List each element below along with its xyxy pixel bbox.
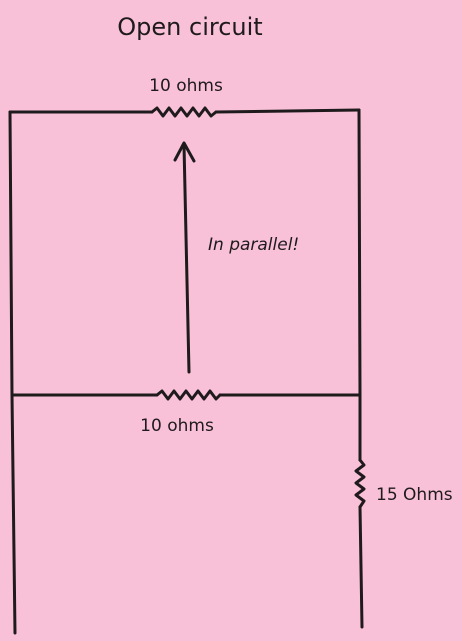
resistor-middle (155, 389, 222, 401)
annotation-text: In parallel! (208, 235, 299, 255)
wire-top-right (214, 108, 361, 114)
resistor-top (150, 106, 218, 118)
diagram-title: Open circuit (117, 13, 262, 41)
wire-right-upper (357, 108, 362, 397)
resistor-label-top: 10 ohms (149, 76, 223, 96)
resistor-label-right: 15 Ohms (376, 485, 453, 505)
arrow-shaft (182, 143, 191, 374)
resistor-label-middle: 10 ohms (140, 416, 214, 436)
arrow-head (173, 141, 196, 163)
resistor-right (354, 458, 366, 509)
wire-right-lower-b (358, 505, 364, 629)
